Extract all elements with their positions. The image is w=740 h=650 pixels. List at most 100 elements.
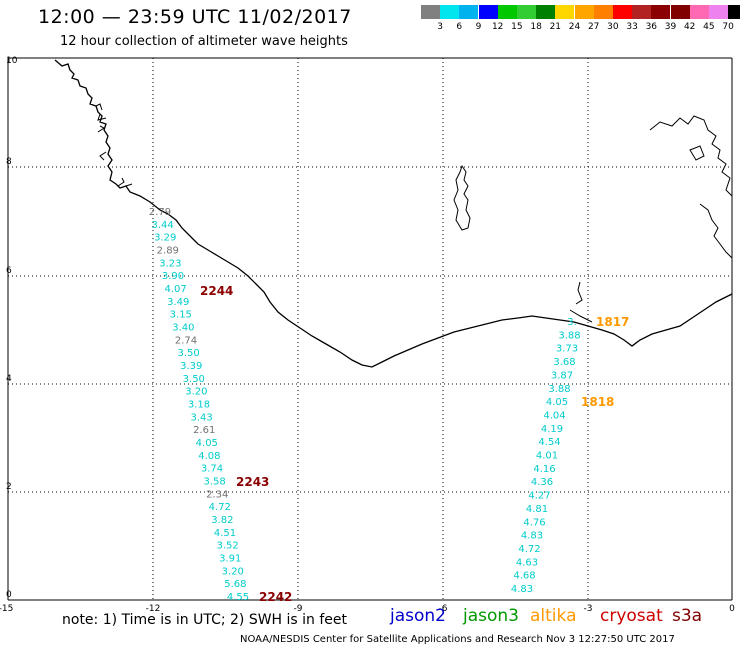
swh-value: 4.81: [526, 504, 548, 515]
swh-value: 4.83: [521, 531, 543, 542]
x-tick-label: -12: [146, 604, 161, 614]
track-time-label: 1818: [581, 395, 614, 409]
map-title: 12:00 — 23:59 UTC 11/02/2017: [38, 6, 352, 28]
colorbar-swatch: [670, 5, 690, 19]
swh-value: 3.29: [154, 233, 176, 244]
y-tick-label: 2: [6, 482, 12, 492]
colorbar-swatch: [421, 5, 440, 19]
legend-altika: altika: [530, 606, 577, 626]
swh-value: 4.07: [164, 284, 186, 295]
swh-value: 4.83: [511, 584, 533, 595]
track-time-label: 2242: [259, 590, 292, 604]
colorbar-swatch: [536, 5, 556, 19]
swh-value: 3.: [567, 317, 577, 328]
swh-value: 3.43: [190, 412, 212, 423]
swh-value: 4.16: [533, 464, 555, 475]
colorbar-label: 9: [475, 22, 482, 32]
colorbar-swatch: [497, 5, 517, 19]
swh-value: 4.08: [198, 451, 220, 462]
swh-value: 3.20: [222, 566, 244, 577]
colorbar-swatch: [440, 5, 460, 19]
colorbar-label: 45: [703, 22, 715, 32]
y-tick-label: 8: [6, 157, 12, 167]
y-tick-label: 4: [6, 374, 12, 384]
legend-jason3: jason3: [463, 606, 519, 626]
swh-value: 4.72: [518, 544, 540, 555]
colorbar-label: 21: [549, 22, 562, 32]
swh-value: 2.74: [175, 335, 197, 346]
colorbar-swatch: [709, 5, 728, 19]
colorbar-label: 33: [626, 22, 638, 32]
swh-value: 3.73: [556, 344, 578, 355]
y-tick-label: 6: [6, 266, 12, 276]
x-tick-label: 0: [729, 604, 735, 614]
swh-value: 3.18: [188, 400, 210, 411]
colorbar-swatch: [555, 5, 575, 19]
colorbar-swatch: [478, 5, 498, 19]
swh-value: 3.23: [159, 258, 181, 269]
swh-value: 3.50: [183, 374, 205, 385]
colorbar-label: 18: [530, 22, 542, 32]
x-tick-label: -15: [0, 604, 13, 614]
colorbar-label: 24: [568, 22, 581, 32]
colorbar-swatch: [613, 5, 632, 19]
swh-value: 3.20: [185, 387, 207, 398]
colorbar-label: 36: [645, 22, 658, 32]
colorbar-swatch: [728, 5, 740, 19]
track-time-labels: 2244 2243 2242 1817 1818: [200, 284, 629, 604]
track-time-label: 2244: [200, 284, 233, 298]
west-track-values: 2.79 3.44 3.29 2.893.23 3.90 4.07 3.49 3.15 3.40…: [149, 207, 249, 603]
swh-value: 2.79: [149, 207, 171, 218]
swh-value: 4.05: [196, 438, 218, 449]
colorbar-label: 15: [511, 22, 523, 32]
y-tick-label: 10: [6, 56, 18, 66]
swh-value: 4.04: [543, 410, 565, 421]
x-tick-label: -3: [584, 604, 593, 614]
swh-value: 4.76: [523, 517, 545, 528]
colorbar-swatch: [651, 5, 671, 19]
swh-value: 4.55: [227, 592, 249, 603]
swh-value: 3.87: [551, 370, 573, 381]
swh-value: 4.27: [528, 491, 550, 502]
swh-value: 3.82: [211, 515, 233, 526]
axis-tick-labels: -15 -12 -9 -6 -3 0 0 2 4 6 8 10: [0, 56, 735, 614]
colorbar-label: 6: [456, 22, 463, 32]
colorbar-label: 3: [437, 22, 443, 32]
island-central: [453, 164, 471, 231]
track-time-label: 2243: [236, 475, 269, 489]
east-track-values: 3. 3.88 3.73 3.68 3.87 3.88 4.05 4.04 4.19 4.54 4.…: [511, 317, 581, 595]
note-text: note: 1) Time is in UTC; 2) SWH is in fe…: [62, 612, 348, 628]
swh-value: 4.54: [538, 437, 560, 448]
swh-value: 4.51: [214, 528, 236, 539]
swh-value: 3.88: [558, 330, 580, 341]
legend-jason2: jason2: [390, 606, 446, 626]
swh-value: 3.50: [177, 348, 199, 359]
swh-value: 4.01: [536, 451, 558, 462]
colorbar-label: 27: [587, 22, 600, 32]
colorbar-swatch: [459, 5, 479, 19]
colorbar-swatch: [689, 5, 709, 19]
coastline-west: [54, 59, 733, 368]
swh-value: 2.61: [193, 425, 215, 436]
credit-text: NOAA/NESDIS Center for Satellite Applica…: [240, 634, 675, 645]
colorbar-label: 30: [607, 22, 619, 32]
swh-value: 4.72: [209, 502, 231, 513]
legend-s3a: s3a: [672, 606, 703, 626]
swh-value: 3.88: [548, 384, 570, 395]
grid-lines: [8, 58, 732, 600]
swh-value: 3.44: [151, 220, 173, 231]
swh-value: 5.68: [224, 579, 246, 590]
track-time-label: 1817: [596, 315, 629, 329]
colorbar-swatch: [593, 5, 613, 19]
y-tick-label: 0: [6, 590, 12, 600]
colorbar-label: 42: [683, 22, 696, 32]
x-tick-label: -9: [294, 604, 303, 614]
x-tick-label: -6: [439, 604, 448, 614]
swh-value: 4.19: [541, 424, 563, 435]
swh-value: 4.05: [546, 397, 568, 408]
coastline-detail-west: [95, 103, 133, 187]
swh-value: 3.52: [216, 541, 238, 552]
swh-value: 4.63: [516, 557, 538, 568]
swh-value: 3.58: [203, 477, 225, 488]
swh-value: 3.74: [201, 464, 223, 475]
